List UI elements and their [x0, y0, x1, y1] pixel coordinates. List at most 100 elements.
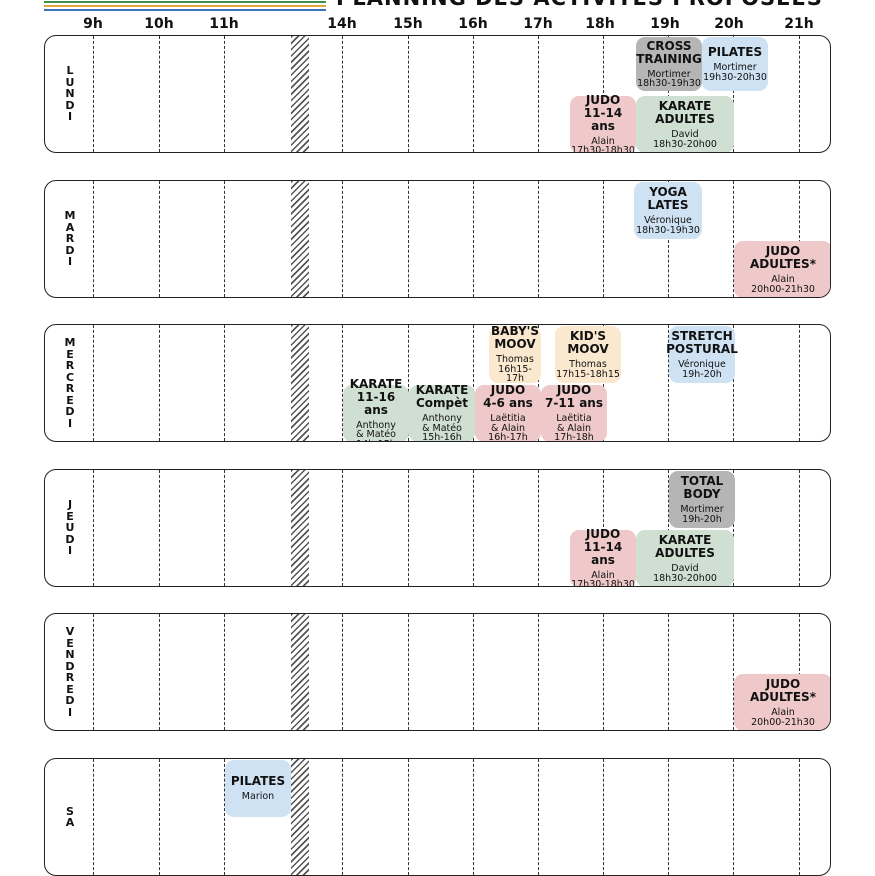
hour-gridline [408, 181, 409, 297]
activity-coach: Thomas [496, 354, 534, 366]
day-letter: E [66, 393, 74, 407]
day-letter: U [65, 521, 75, 535]
activity-name: BABY'S MOOV [491, 324, 539, 352]
activity-coach: Mortimer [713, 62, 757, 73]
hour-gridline [668, 181, 669, 297]
day-letter: E [66, 682, 74, 696]
hour-gridline [538, 325, 539, 441]
hour-gridline [733, 759, 734, 875]
activity-name: JUDO ADULTES* [750, 244, 816, 271]
activity-time: 18h30-19h30 [636, 224, 700, 236]
lunch-break-hatch [291, 470, 309, 586]
hour-gridline [342, 759, 343, 875]
hour-gridline [668, 759, 669, 875]
header-stripe-orange [44, 5, 326, 7]
hour-gridline [538, 614, 539, 730]
day-letter: R [65, 671, 75, 684]
day-letter: A [65, 816, 75, 829]
activity-time: 16h-17h [488, 432, 528, 442]
page-title: PLANNING DES ACTIVITES PROPOSEES [336, 0, 823, 10]
activity-time: 19h-20h [682, 368, 722, 380]
activity-coach: Mortimer [647, 68, 691, 80]
hour-label: 18h [585, 16, 615, 32]
hour-gridline [93, 325, 94, 441]
day-letter: C [65, 370, 75, 384]
hour-gridline [224, 181, 225, 297]
hour-gridline [408, 36, 409, 152]
day-letter: E [66, 636, 74, 650]
hour-gridline [224, 36, 225, 152]
activity-time: 14h-15h [356, 440, 396, 441]
hour-gridline [799, 470, 800, 586]
hour-gridline [224, 614, 225, 730]
activity-coach: Véronique [678, 359, 726, 370]
hour-gridline [473, 614, 474, 730]
activity-coach: Laëtitia & Alain [556, 413, 592, 434]
day-letter: D [65, 532, 75, 546]
hour-gridline [473, 325, 474, 441]
activity-card: CROSS TRAINING Mortimer 18h30-19h30 [636, 37, 702, 91]
lunch-break-hatch [291, 759, 309, 875]
day-letter: S [66, 804, 74, 818]
activity-coach: David [671, 563, 699, 574]
hour-gridline [733, 614, 734, 730]
hour-label: 9h [83, 16, 103, 32]
hour-gridline [603, 470, 604, 586]
activity-time: 19h30-20h30 [703, 71, 767, 83]
hour-label: 14h [327, 16, 357, 32]
activity-coach: Alain [771, 274, 795, 285]
hour-gridline [799, 614, 800, 730]
hour-gridline [224, 325, 225, 441]
hour-gridline [799, 759, 800, 875]
hour-gridline [668, 325, 669, 441]
day-letter: V [65, 625, 75, 638]
activity-name: KID'S MOOV [567, 329, 609, 356]
hour-label: 20h [714, 16, 744, 32]
lunch-break-hatch [291, 36, 309, 152]
activity-name: KARATE ADULTES [655, 533, 715, 560]
activity-coach: Alain [591, 135, 615, 147]
hour-gridline [603, 759, 604, 875]
day-letter: D [65, 659, 75, 673]
day-row: S A PILATES Marion [44, 758, 831, 876]
hour-gridline [342, 470, 343, 586]
hour-gridline [473, 759, 474, 875]
activity-name: TOTAL BODY [680, 474, 724, 501]
activity-coach: Anthony & Matéo [356, 419, 396, 441]
activity-name: KARATE 11-16 ans [349, 376, 403, 417]
day-letter: U [65, 75, 75, 89]
hour-gridline [668, 36, 669, 152]
activity-card: PILATES Mortimer 19h30-20h30 [702, 37, 768, 91]
day-row: M E R C R E D I BABY'S MOOV Thomas 16h15-17h KID'S … [44, 324, 831, 442]
hour-gridline [408, 470, 409, 586]
day-letter: D [65, 405, 75, 418]
day-row: J E U D I TOTAL BODY Mortimer 19h-20h JUDO 11-14… [44, 469, 831, 587]
hour-gridline [799, 325, 800, 441]
activity-time: 16h15-17h [498, 363, 532, 385]
hour-gridline [342, 325, 343, 441]
day-letter: M [64, 336, 76, 349]
hour-gridline [342, 614, 343, 730]
day-letter: R [65, 232, 75, 246]
hour-gridline [733, 36, 734, 152]
day-letter: E [66, 347, 74, 361]
activity-name: CROSS TRAINING [636, 38, 702, 66]
activity-card: JUDO 11-14 ans Alain 17h30-18h30 [570, 93, 636, 152]
day-letter: A [65, 220, 75, 234]
activity-name: YOGA LATES [647, 185, 689, 212]
hour-gridline [538, 181, 539, 297]
hour-gridline [668, 470, 669, 586]
day-letter: N [65, 87, 75, 101]
activity-card: BABY'S MOOV Thomas 16h15-17h [489, 324, 541, 385]
hour-gridline [408, 325, 409, 441]
activity-time: 18h30-19h30 [637, 78, 701, 89]
activity-time: 19h-20h [682, 513, 722, 525]
hour-gridline [159, 614, 160, 730]
hour-gridline [93, 759, 94, 875]
hour-label: 10h [144, 16, 174, 32]
hour-gridline [733, 470, 734, 586]
